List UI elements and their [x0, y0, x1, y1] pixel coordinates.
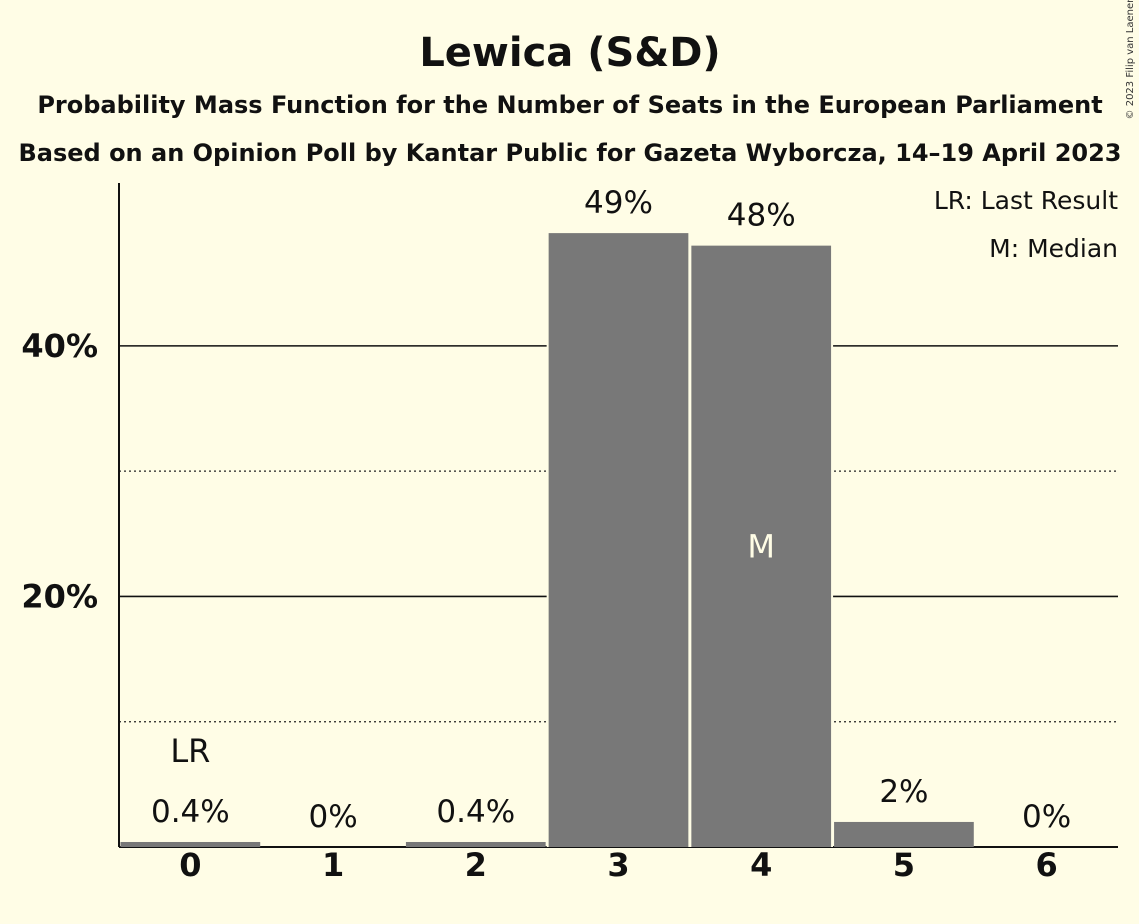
- bar-4: [691, 245, 832, 848]
- bars: [120, 231, 974, 848]
- chart-subtitle-2: Based on an Opinion Poll by Kantar Publi…: [18, 139, 1121, 167]
- data-label-3: 49%: [584, 185, 653, 221]
- x-tick-label-6: 6: [1036, 846, 1058, 884]
- labels: 20% 40% 0.4% 0 LR 0% 1 0.4% 2 49% 3 48% 4 M 2% 5 0% 6: [21, 185, 1071, 884]
- chart-subtitle-1: Probability Mass Function for the Number…: [37, 91, 1102, 119]
- x-tick-label-5: 5: [893, 846, 915, 884]
- legend-median: M: Median: [989, 234, 1118, 263]
- data-label-4: 48%: [727, 198, 796, 234]
- bar-2: [405, 841, 546, 847]
- y-tick-label: 20%: [21, 577, 98, 615]
- data-label-1: 0%: [308, 799, 357, 835]
- x-tick-label-0: 0: [179, 846, 201, 884]
- bar-3: [548, 233, 689, 847]
- data-label-6: 0%: [1022, 799, 1071, 835]
- chart-title: Lewica (S&D): [419, 30, 720, 76]
- data-label-0: 0.4%: [151, 794, 230, 830]
- bar-0: [120, 841, 261, 847]
- data-label-5: 2%: [879, 774, 928, 810]
- y-tick-label: 40%: [21, 327, 98, 365]
- last-result-marker: LR: [170, 732, 210, 770]
- x-tick-label-3: 3: [607, 846, 629, 884]
- bar-5: [834, 821, 974, 847]
- median-marker: M: [747, 527, 775, 565]
- data-label-2: 0.4%: [436, 794, 515, 830]
- legend-last-result: LR: Last Result: [934, 186, 1118, 215]
- x-tick-label-2: 2: [465, 846, 487, 884]
- x-tick-label-4: 4: [750, 846, 772, 884]
- x-tick-label-1: 1: [322, 846, 344, 884]
- copyright-text: © 2023 Filip van Laenen: [1125, 0, 1136, 119]
